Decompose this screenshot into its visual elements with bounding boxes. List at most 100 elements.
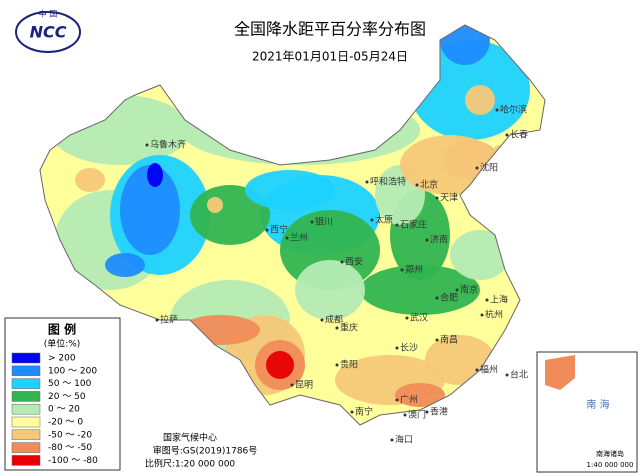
city-label: 兰州 [290,232,308,244]
legend-swatch [11,416,41,428]
city-label: 呼和浩特 [370,176,406,188]
credit-approval: 审图号:GS(2019)1786号 [153,445,258,457]
inset-land [545,355,575,390]
city-label: 合肥 [440,292,458,304]
rainfall-region [395,383,445,407]
rainfall-region [105,253,145,277]
city-label: 福州 [480,364,498,376]
legend-label: 100 ～ 200 [48,366,97,376]
city-label: 杭州 [485,309,503,321]
city-label: 重庆 [340,322,358,334]
city-dot [475,166,479,170]
legend-label: 20 ～ 50 [48,392,86,402]
city-dot [435,338,439,342]
city-dot [495,108,499,112]
legend: 图 例 (单位:%) > 200 100 ～ 200 50 ～ 100 20 ～ 50… [4,317,121,471]
legend-unit: (单位:%) [44,338,81,350]
city-label: 银川 [315,216,333,228]
city-label: 成都 [325,314,343,326]
city-dot [285,236,289,240]
legend-label: -100 ～ -80 [48,456,98,466]
credit-org: 国家气候中心 [163,432,217,444]
city-dot [265,228,269,232]
city-dot [370,218,374,222]
inset-title: 南海诸岛 [596,449,624,458]
city-label: 西宁 [270,224,288,236]
city-label: 澳门 [408,409,426,421]
rainfall-region [360,265,480,315]
rainfall-region [75,168,105,192]
rainfall-region [147,163,163,187]
rainfall-region [245,170,335,210]
city-label: 南京 [460,284,478,296]
rainfall-region [465,85,495,115]
legend-swatch [11,455,41,466]
logo: 中 国 NCC [15,9,81,53]
city-dot [475,368,479,372]
city-dot [395,223,399,227]
city-dot [425,410,429,414]
city-dot [395,346,399,350]
city-label: 郑州 [405,264,423,276]
legend-label: 50 ～ 100 [48,379,92,389]
legend-swatch [11,352,41,364]
legend-label: -50 ～ -20 [48,430,92,440]
city-dot [320,318,324,322]
rainfall-region [120,165,180,255]
legend-label: 0 ～ 20 [48,405,80,415]
inset-sea: 南 海 [586,398,609,411]
city-label: 天津 [440,193,458,204]
subtitle: 2021年01月01日-05月24日 [252,50,408,64]
city-label: 海口 [395,434,413,446]
city-dot [290,383,294,387]
legend-swatch [11,403,41,415]
legend-label: > 200 [48,354,76,364]
city-label: 北京 [420,179,438,191]
legend-swatch [11,365,41,377]
city-dot [400,268,404,272]
legend-label: -80 ～ -50 [48,443,92,453]
city-label: 南宁 [355,406,373,418]
city-label: 上海 [490,294,508,306]
city-dot [310,220,314,224]
city-label: 香港 [430,406,448,418]
city-dot [340,260,344,264]
city-dot [403,413,407,417]
rainfall-region [295,260,365,320]
city-dot [485,298,489,302]
city-label: 乌鲁木齐 [150,139,186,151]
city-label: 拉萨 [160,314,178,326]
city-label: 石家庄 [400,219,427,231]
city-dot [415,183,419,187]
city-label: 武汉 [410,312,428,324]
city-dot [455,288,459,292]
city-dot [350,410,354,414]
city-label: 长春 [510,129,528,141]
city-dot [335,326,339,330]
city-label: 哈尔滨 [500,104,527,116]
city-dot [405,316,409,320]
city-dot [435,296,439,300]
legend-swatch [11,442,41,453]
city-dot [390,438,394,442]
city-dot [155,318,159,322]
city-label: 贵阳 [340,359,358,371]
legend-swatch [11,378,41,389]
logo-top: 中 国 [39,9,58,19]
city-label: 南昌 [440,334,458,346]
city-dot [395,398,399,402]
credit-scale: 比例尺:1:20 000 000 [145,458,236,470]
legend-label: -20 ～ 0 [48,418,83,428]
rainfall-region [266,351,294,379]
city-label: 西安 [345,256,363,268]
city-label: 长沙 [400,342,418,354]
city-dot [480,313,484,317]
inset: 南 海 南海诸岛 1:40 000 000 [536,351,638,473]
city-dot [425,238,429,242]
city-dot [335,363,339,367]
city-label: 台北 [510,369,528,381]
city-dot [145,143,149,147]
city-dot [435,196,439,200]
